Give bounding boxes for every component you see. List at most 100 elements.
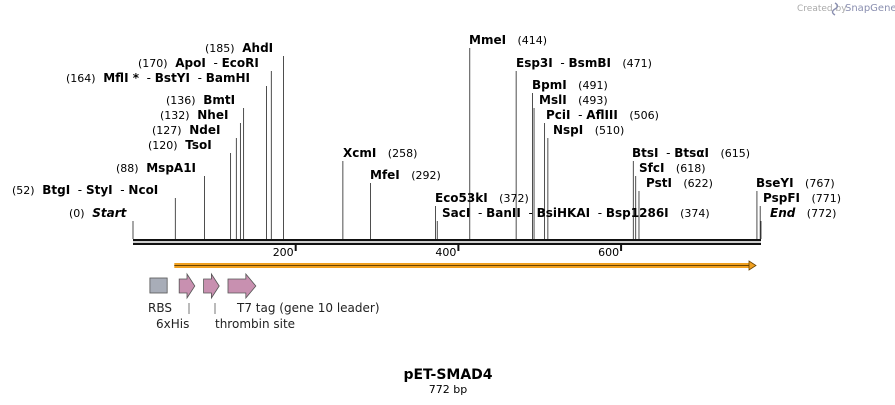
credit-brand: SnapGene [845,3,895,14]
plasmid-size: 772 bp [429,383,467,396]
enzyme-nspi: NspI [553,123,583,137]
enzyme-psti: PstI [646,176,672,190]
site-separator: - [190,71,206,85]
feature-label: thrombin site [215,317,295,331]
orf-arrowhead [748,260,757,271]
enzyme-nhei: NheI [197,108,228,122]
enzyme-bsihkai: BsiHKAI [537,206,591,220]
site-label-start: (0) Start [69,206,128,220]
site-position: (120) [148,139,178,152]
enzyme-apoi: ApoI [175,56,206,70]
axis-ticks: 200 400 600 [273,245,623,259]
backbone-strand-bottom [133,242,761,245]
cut-site-lines [132,48,762,239]
enzyme-pcii: PciI [546,108,571,122]
site-label-ahdi: (185) AhdI [205,41,273,55]
plasmid-name: pET-SMAD4 [403,367,492,383]
site-labels: (185) AhdI(170) ApoI - EcoRI(164) MflI *… [12,33,841,220]
site-label-esp3i-bsmbi: Esp3I - BsmBI (471) [516,56,652,70]
site-label-sfci: SfcI (618) [639,161,706,175]
enzyme-bpmi: BpmI [532,78,567,92]
site-label-eco53ki: Eco53kI (372) [435,191,529,205]
enzyme-esp3i: Esp3I [516,56,553,70]
enzyme-msli: MslI [539,93,567,107]
site-label-btsi-bts-i: BtsI - BtsαI (615) [632,146,750,160]
site-position: (622) [683,177,713,190]
site-position: (52) [12,184,35,197]
enzyme-end: End [770,206,796,220]
feature-rbs [149,277,168,294]
enzyme-bts-i: BtsαI [674,146,709,160]
site-position: (771) [811,192,841,205]
site-label-nhei: (132) NheI [160,108,228,122]
site-position: (493) [578,94,608,107]
site-position: (510) [595,124,625,137]
site-label-bseyi: BseYI (767) [756,176,835,190]
enzyme-mspa1i: MspA1I [146,161,196,175]
site-label-bmti: (136) BmtI [166,93,235,107]
site-position: (292) [411,169,441,182]
enzyme-pspfi: PspFI [763,191,800,205]
site-label-xcmi: XcmI (258) [343,146,417,160]
site-position: (170) [138,57,168,70]
site-position: (0) [69,207,85,220]
site-label-btgi-styi-ncoi: (52) BtgI - StyI - NcoI [12,183,158,197]
site-label-mfli-bstyi-bamhi: (164) MflI * - BstYI - BamHI [66,71,250,85]
site-position: (127) [152,124,182,137]
site-position: (615) [720,147,750,160]
site-label-saci-banii-bsihkai-bsp1286i: SacI - BanII - BsiHKAI - Bsp1286I (374) [442,206,710,220]
site-separator: - [113,183,129,197]
orf-arrow [174,260,757,271]
enzyme-ncoi: NcoI [128,183,158,197]
site-label-psti: PstI (622) [646,176,713,190]
site-position: (471) [622,57,652,70]
enzyme-mfei: MfeI [370,168,400,182]
site-separator: - [659,146,675,160]
site-position: (88) [116,162,139,175]
enzyme-bamhi: BamHI [206,71,250,85]
site-position: (136) [166,94,196,107]
enzyme-bmti: BmtI [203,93,235,107]
credit-logo: Created by SnapGene [797,2,895,16]
site-label-end: End (772) [770,206,836,220]
feature-t7-tag-gene-10-leader [227,272,257,300]
site-position: (185) [205,42,235,55]
feature-label: 6xHis [156,317,189,331]
snapgene-logo-icon [831,2,839,16]
feature-label: RBS [148,301,172,315]
enzyme-mmei: MmeI [469,33,506,47]
site-position: (767) [805,177,835,190]
site-separator: - [139,71,155,85]
site-label-msli: MslI (493) [539,93,608,107]
axis-tick-label: 400 [435,246,456,259]
site-position: (372) [499,192,529,205]
site-label-ndei: (127) NdeI [152,123,220,137]
site-label-nspi: NspI (510) [553,123,624,137]
enzyme-banii: BanII [486,206,521,220]
site-separator: - [70,183,86,197]
feature-label: T7 tag (gene 10 leader) [236,301,380,315]
enzyme-xcmi: XcmI [343,146,376,160]
site-label-tsoi: (120) TsoI [148,138,212,152]
enzyme-eco53ki: Eco53kI [435,191,488,205]
enzyme-bstyi: BstYI [155,71,190,85]
site-separator: - [553,56,569,70]
enzyme-mfli: MflI * [103,71,139,85]
enzyme-bsp1286i: Bsp1286I [606,206,669,220]
feature-track: RBS 6xHis thrombin site T7 tag (gene 10 lea… [148,272,380,331]
site-position: (132) [160,109,190,122]
enzyme-bseyi: BseYI [756,176,794,190]
axis-tick-label: 600 [598,246,619,259]
enzyme-bsmbi: BsmBI [569,56,611,70]
feature-thrombin-site [203,272,220,300]
sequence-backbone [133,239,761,245]
site-label-mspa1i: (88) MspA1I [116,161,196,175]
enzyme-ahdi: AhdI [242,41,273,55]
site-position: (414) [518,34,548,47]
enzyme-styi: StyI [86,183,113,197]
site-label-pcii-afliii: PciI - AflIII (506) [546,108,659,122]
site-separator: - [470,206,486,220]
site-position: (258) [388,147,418,160]
site-position: (772) [807,207,837,220]
